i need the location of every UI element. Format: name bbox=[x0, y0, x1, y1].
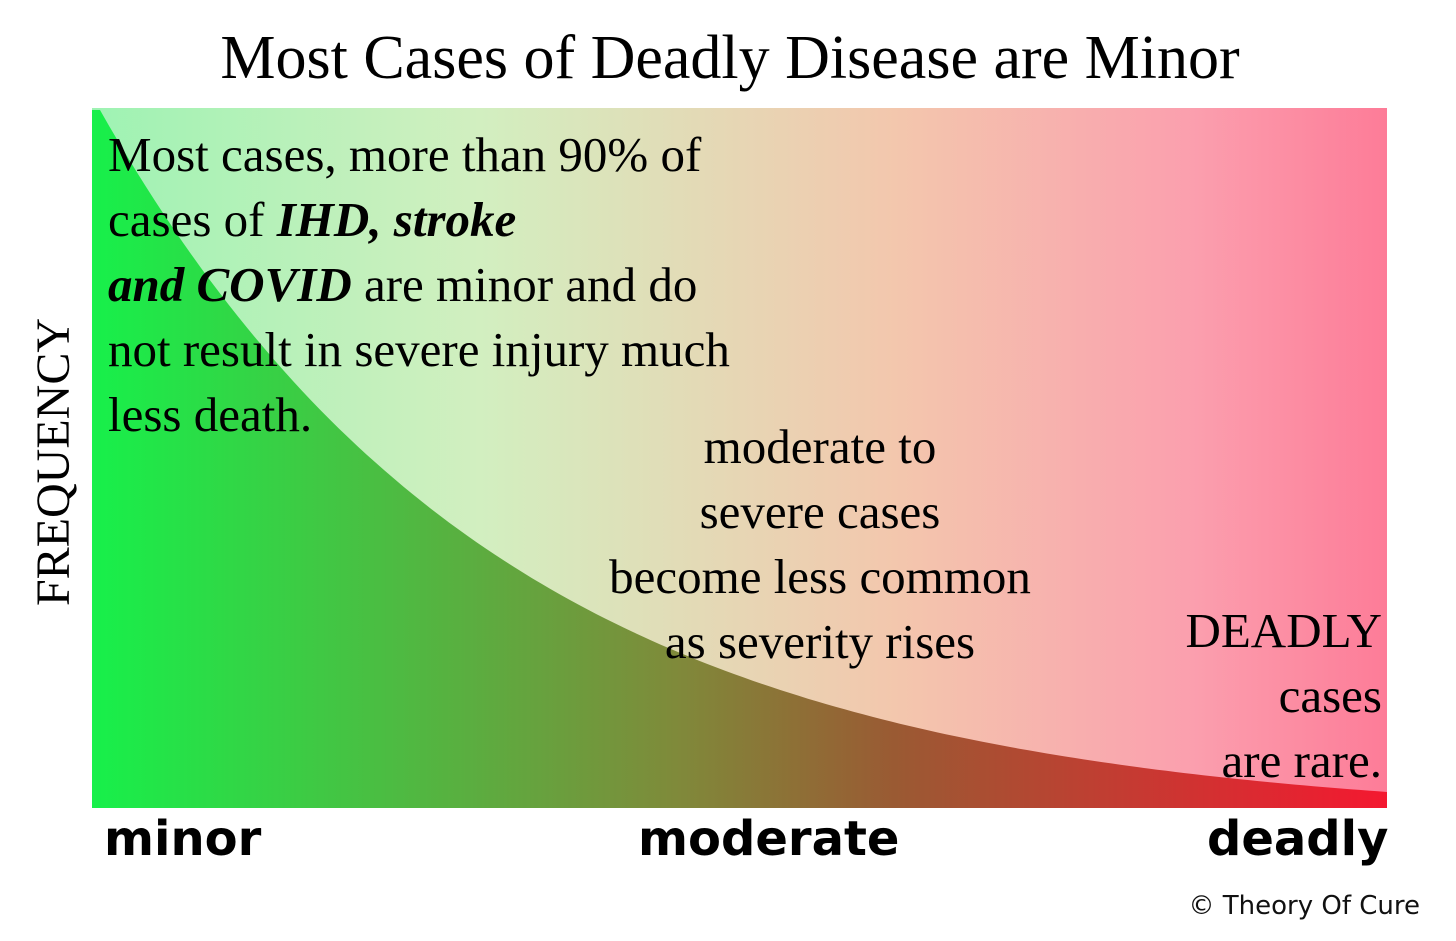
annotation-moderate-line: as severity rises bbox=[664, 614, 976, 669]
y-axis-label: FREQUENCY bbox=[27, 317, 80, 607]
annotation-minor-text-1: Most cases, more than 90% of cases of bbox=[108, 127, 702, 247]
annotation-moderate-cases: moderate to severe cases become less com… bbox=[560, 414, 1080, 674]
annotation-minor-text-2: are minor and do not result in severe in… bbox=[108, 257, 730, 442]
x-axis-label-moderate: moderate bbox=[638, 811, 900, 867]
frequency-curve-graphic bbox=[92, 110, 1387, 808]
x-axis-label-minor: minor bbox=[104, 811, 262, 867]
frequency-curve-area bbox=[92, 110, 1387, 808]
x-axis-label-deadly: deadly bbox=[1207, 811, 1389, 867]
annotation-minor-emphasis-1: IHD, stroke bbox=[276, 192, 517, 247]
diagram-title: Most Cases of Deadly Disease are Minor bbox=[220, 24, 1240, 92]
annotation-minor-emphasis-2: and COVID bbox=[108, 257, 352, 312]
annotation-deadly-line: are rare. bbox=[1221, 733, 1382, 788]
annotation-deadly-cases: DEADLY cases are rare. bbox=[1080, 598, 1382, 793]
copyright-notice: © Theory Of Cure bbox=[1188, 891, 1421, 921]
annotation-moderate-line: become less common bbox=[609, 549, 1031, 604]
annotation-moderate-line: severe cases bbox=[699, 484, 941, 539]
annotation-deadly-line: DEADLY bbox=[1185, 603, 1382, 658]
annotation-moderate-line: moderate to bbox=[703, 419, 937, 474]
annotation-deadly-line: cases bbox=[1278, 668, 1382, 723]
frequency-severity-plot bbox=[92, 108, 1387, 808]
annotation-minor-cases: Most cases, more than 90% of cases of IH… bbox=[108, 122, 748, 447]
